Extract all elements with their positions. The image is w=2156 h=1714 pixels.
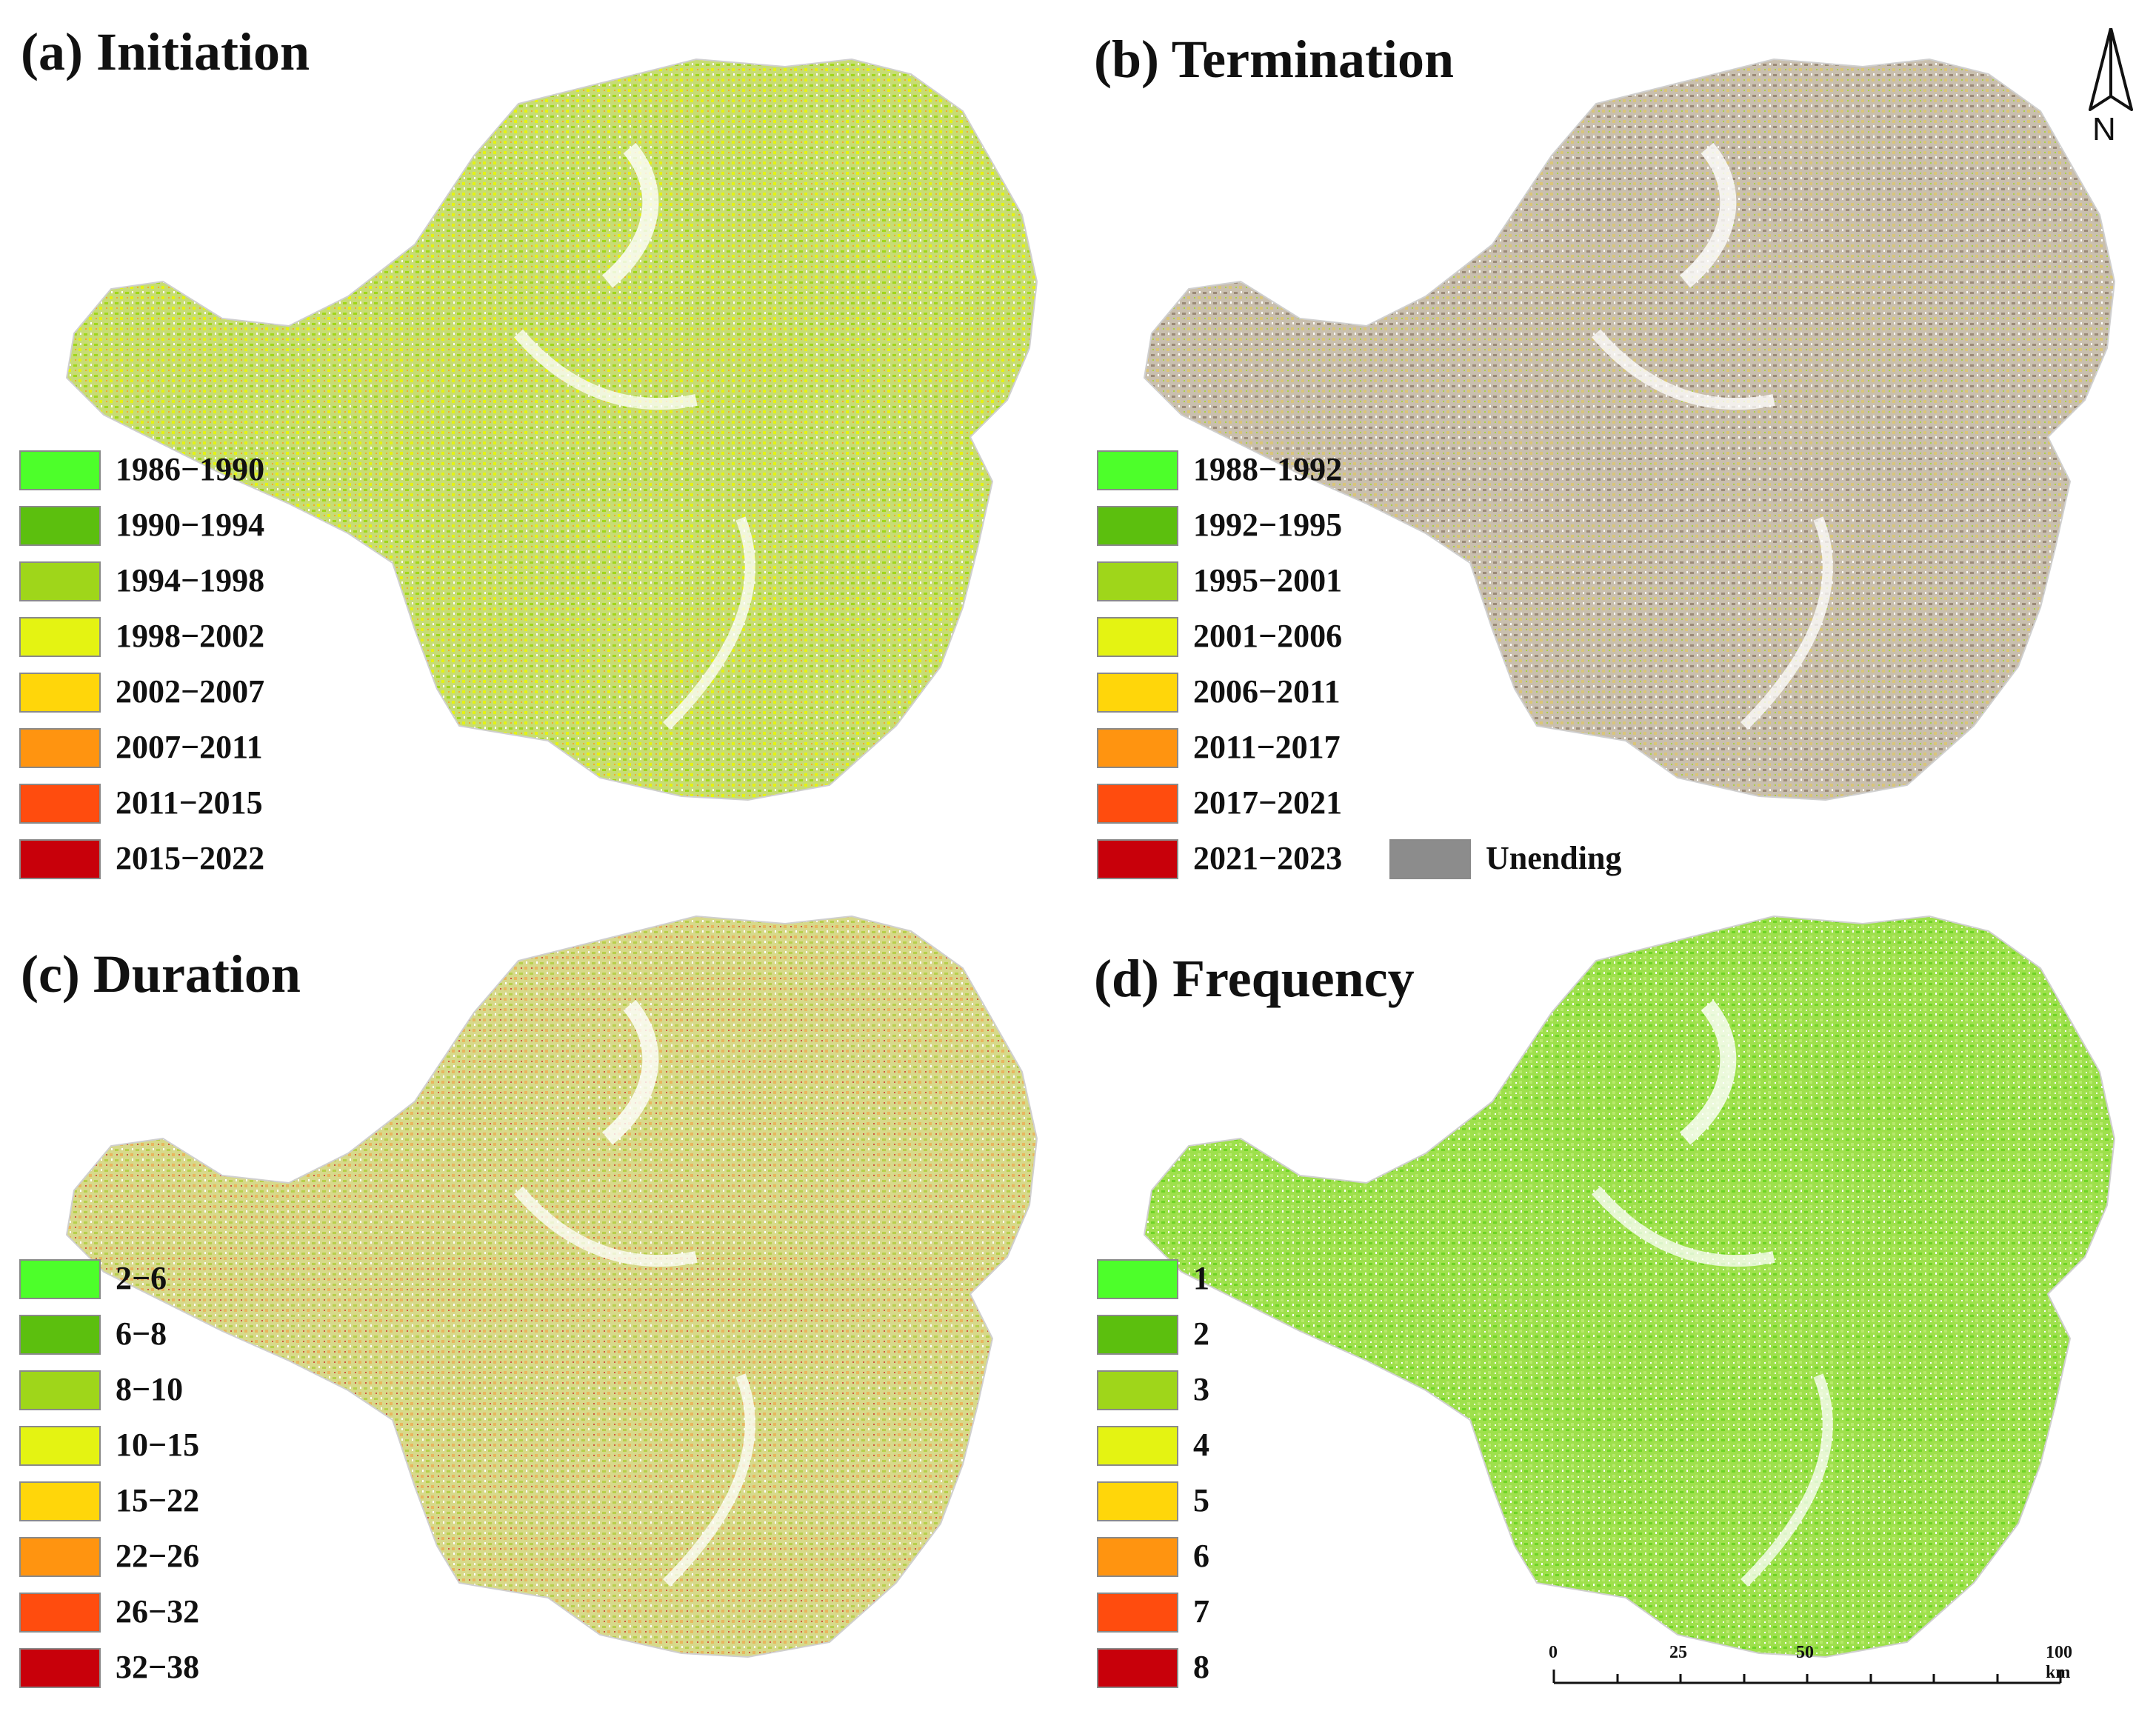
legend-label: 6 [1193,1538,1209,1574]
map-frequency [1143,915,2116,1658]
legend-swatch [1097,1537,1178,1577]
scale-label: 0 [1549,1643,1558,1662]
legend-label: 2015−2022 [116,840,265,876]
north-label: N [2092,111,2116,147]
scale-label: 100 km [2046,1643,2072,1682]
legend-swatch [1097,1593,1178,1633]
legend-label: 7 [1193,1593,1209,1630]
scale-label: 50 [1796,1643,1814,1662]
legend-label: 3 [1193,1371,1209,1407]
legend-label: 2006−2011 [1193,673,1341,710]
legend-label: 5 [1193,1482,1209,1518]
legend-label: 1990−1994 [116,507,265,543]
legend-label: 8−10 [116,1371,184,1407]
legend-swatch [1097,617,1178,657]
panel-frequency: (d) Frequency 1 2 3 4 5 6 7 8 [1078,857,2155,1714]
panel-title: (d) Frequency [1094,949,1415,1008]
panel-initiation: (a) Initiation 1986−1990 1990−1994 1994−… [0,0,1078,879]
legend-swatch [19,1593,101,1633]
scale-bar: 0 25 50 100 km [1541,1630,2074,1696]
legend-label: 8 [1193,1649,1209,1685]
legend-label: 4 [1193,1427,1209,1463]
panel-title: (b) Termination [1094,30,1455,89]
legend-label: 2001−2006 [1193,618,1343,654]
scale-bar-graphic [1552,1670,2062,1684]
legend-swatch [1097,784,1178,824]
legend-swatch [19,1537,101,1577]
legend-label: 2021−2023 [1193,840,1343,876]
legend-swatch [19,728,101,768]
legend-label: 1 [1193,1260,1209,1296]
north-arrow-icon [2089,28,2133,111]
map-termination [1143,58,2116,801]
panel-title: (a) Initiation [21,22,310,81]
legend-label: 2002−2007 [116,673,265,710]
legend-label: 2011−2017 [1193,729,1341,765]
legend-swatch [1097,1648,1178,1688]
panel-duration: (c) Duration 2−6 6−8 8−10 10−15 15−22 22… [0,857,1078,1714]
legend-swatch [19,1426,101,1466]
legend-swatch [1097,673,1178,713]
map-initiation [65,58,1038,801]
legend-label: 10−15 [116,1427,200,1463]
legend-swatch [19,1315,101,1355]
legend-swatch [19,1259,101,1299]
panel-title: (c) Duration [21,944,301,1004]
region-outline [65,915,1038,1658]
legend-swatch [1097,728,1178,768]
legend-label: 2−6 [116,1260,167,1296]
legend-swatch [1097,450,1178,490]
legend-swatch [1097,1315,1178,1355]
legend-swatch [19,1648,101,1688]
legend-swatch [1097,1370,1178,1410]
legend-swatch [19,1481,101,1521]
legend-label: 1988−1992 [1193,451,1343,487]
region-outline [1143,58,2116,801]
region-outline [1143,915,2116,1658]
legend-swatch [19,673,101,713]
legend-swatch [19,450,101,490]
panel-termination: (b) Termination 1988−1992 1992−1995 1995… [1078,0,2155,879]
region-outline [65,58,1038,801]
legend-label: 1995−2001 [1193,562,1343,598]
legend-swatch [19,839,101,879]
legend-label: 2017−2021 [1193,784,1343,821]
map-duration [65,915,1038,1658]
legend-label: 1986−1990 [116,451,265,487]
legend-label: Unending [1486,840,1622,876]
legend-swatch [1389,839,1471,879]
legend-swatch [19,617,101,657]
legend-swatch [1097,839,1178,879]
legend-label: 1992−1995 [1193,507,1343,543]
legend-swatch [1097,561,1178,601]
legend-label: 1998−2002 [116,618,265,654]
legend-swatch [1097,1481,1178,1521]
legend-label: 2 [1193,1315,1209,1352]
legend-label: 2007−2011 [116,729,263,765]
legend-label: 6−8 [116,1315,167,1352]
legend-swatch [19,506,101,546]
legend-label: 22−26 [116,1538,200,1574]
legend-label: 32−38 [116,1649,200,1685]
legend-swatch [1097,1259,1178,1299]
legend-label: 15−22 [116,1482,200,1518]
scale-label: 25 [1669,1643,1687,1662]
legend-label: 1994−1998 [116,562,265,598]
legend-swatch [19,1370,101,1410]
legend-label: 26−32 [116,1593,200,1630]
legend-swatch [1097,506,1178,546]
legend-swatch [19,784,101,824]
legend-swatch [1097,1426,1178,1466]
legend-swatch [19,561,101,601]
legend-label: 2011−2015 [116,784,263,821]
